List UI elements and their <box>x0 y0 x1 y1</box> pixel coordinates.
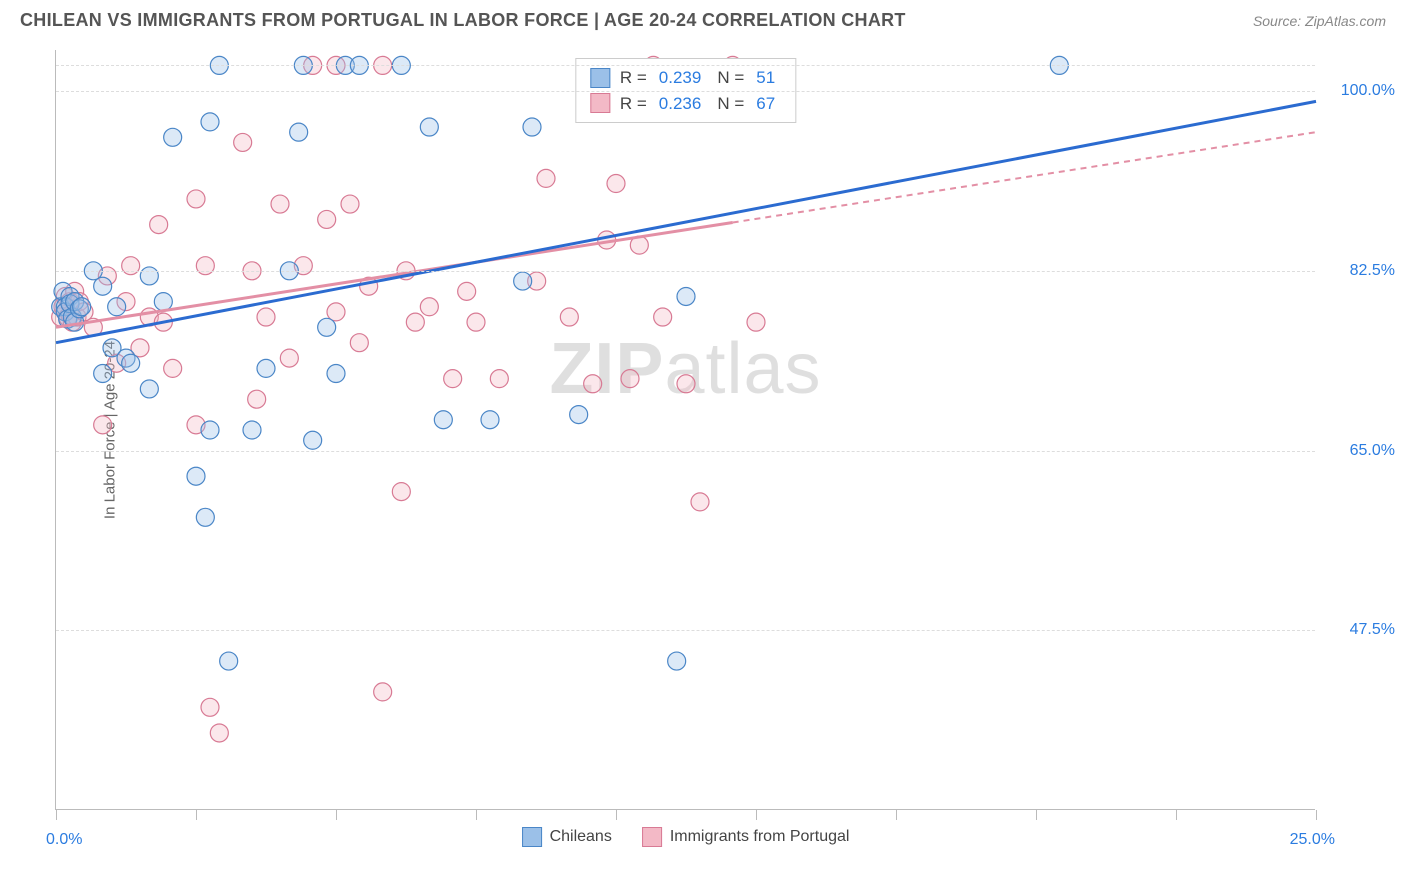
plot-svg <box>56 50 1315 809</box>
x-axis-min-label: 0.0% <box>46 831 82 849</box>
n-value-chileans: 51 <box>756 65 775 91</box>
legend-item-portugal: Immigrants from Portugal <box>642 827 850 847</box>
legend-item-chileans: Chileans <box>522 827 612 847</box>
stats-row-chileans: R =0.239 N =51 <box>590 65 781 91</box>
legend-swatch-chileans <box>522 827 542 847</box>
y-tick-label: 47.5% <box>1325 621 1395 639</box>
stats-row-portugal: R =0.236 N =67 <box>590 91 781 117</box>
legend-label-chileans: Chileans <box>550 828 612 846</box>
chart-header: CHILEAN VS IMMIGRANTS FROM PORTUGAL IN L… <box>0 0 1406 39</box>
y-tick-label: 100.0% <box>1325 82 1395 100</box>
scatter-chart: In Labor Force | Age 20-24 ZIPatlas R =0… <box>55 50 1315 810</box>
r-value-portugal: 0.236 <box>659 91 702 117</box>
x-axis-max-label: 25.0% <box>1290 831 1335 849</box>
r-value-chileans: 0.239 <box>659 65 702 91</box>
n-value-portugal: 67 <box>756 91 775 117</box>
series-legend: Chileans Immigrants from Portugal <box>522 827 850 847</box>
y-tick-label: 65.0% <box>1325 442 1395 460</box>
legend-label-portugal: Immigrants from Portugal <box>670 828 850 846</box>
legend-swatch-portugal <box>642 827 662 847</box>
swatch-portugal <box>590 93 610 113</box>
chart-title: CHILEAN VS IMMIGRANTS FROM PORTUGAL IN L… <box>20 10 906 31</box>
swatch-chileans <box>590 68 610 88</box>
source-attribution: Source: ZipAtlas.com <box>1253 13 1386 29</box>
y-tick-label: 82.5% <box>1325 262 1395 280</box>
